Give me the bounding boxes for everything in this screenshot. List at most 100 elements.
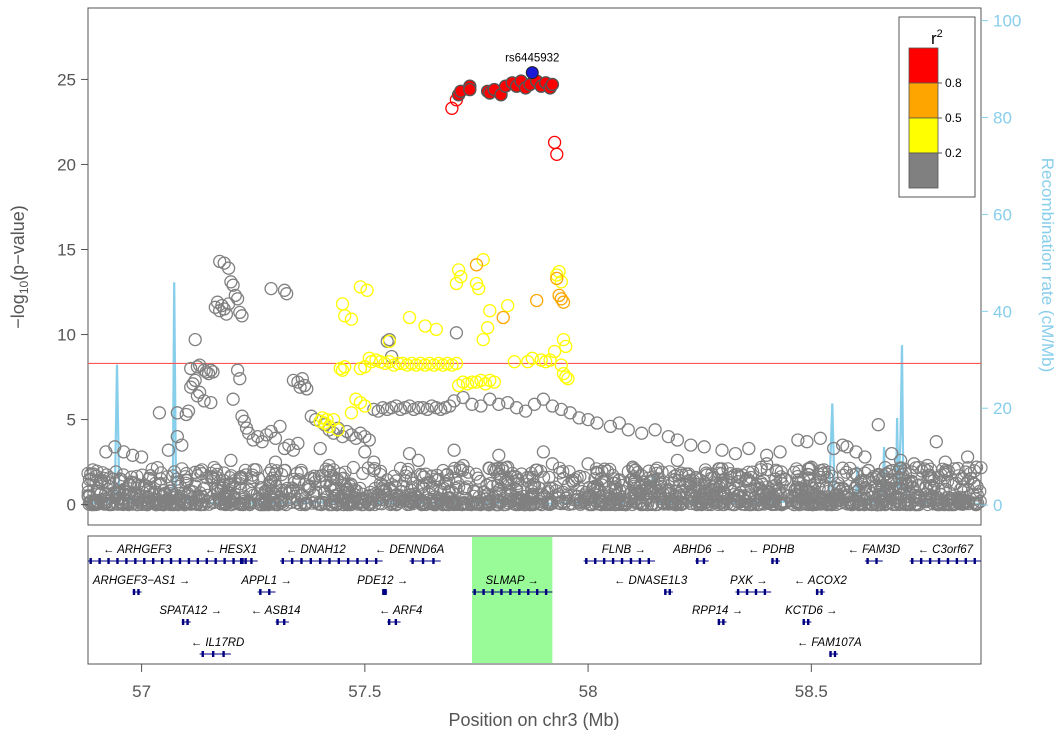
snp-point-background — [359, 493, 373, 507]
snp-point-background — [883, 496, 898, 510]
snp-point — [492, 448, 506, 462]
snp-point — [554, 292, 568, 306]
snp-point — [190, 389, 205, 403]
gene-exon — [602, 558, 606, 564]
x-tick-label: 57.5 — [348, 682, 381, 701]
x-axis-label: Position on chr3 (Mb) — [448, 710, 619, 730]
snp-point — [509, 401, 524, 415]
snp-point-background — [693, 481, 707, 495]
snp-point — [297, 378, 312, 393]
snp-point — [445, 101, 459, 115]
gene-exon — [318, 558, 322, 564]
snp-point — [429, 322, 443, 337]
snp-point-background — [503, 492, 517, 506]
gene-exon — [281, 558, 284, 564]
snp-point — [715, 462, 729, 476]
snp-point-background — [731, 475, 745, 489]
snp-point-background — [258, 484, 272, 498]
snp-point-background — [550, 491, 564, 505]
gene-exon — [116, 558, 119, 564]
snp-point-background — [817, 463, 831, 477]
snp-point — [170, 406, 184, 420]
snp-point — [449, 276, 464, 291]
snp-point-background — [251, 471, 266, 485]
snp-point — [501, 298, 515, 313]
snp-point-background — [670, 468, 684, 482]
snp-point — [251, 429, 265, 444]
snp-point — [90, 484, 104, 498]
snp-point — [545, 77, 560, 92]
snp-point-background — [452, 480, 466, 494]
snp-point-background — [642, 464, 656, 478]
snp-point-background — [642, 493, 656, 508]
snp-point — [465, 375, 479, 389]
snp-point — [112, 474, 126, 488]
snp-point-background — [760, 494, 774, 508]
snp-point-background — [787, 465, 801, 479]
snp-point-background — [362, 497, 376, 512]
snp-point — [125, 448, 140, 462]
snp-point-background — [237, 490, 252, 504]
snp-point — [246, 433, 260, 447]
gene-exon — [535, 589, 539, 595]
legend-swatch — [908, 117, 939, 154]
gene-exon — [201, 651, 204, 657]
snp-point-background — [347, 491, 361, 505]
snp-point-background — [649, 463, 663, 477]
gene-exon — [875, 558, 878, 564]
snp-point-background — [619, 498, 633, 512]
gene-exon — [283, 619, 286, 625]
snp-point — [402, 399, 417, 413]
gene-exon — [394, 619, 398, 625]
snp-point-background — [140, 497, 154, 512]
snp-point — [206, 365, 220, 379]
snp-point-background — [841, 488, 856, 502]
snp-point — [791, 433, 805, 447]
gene-exon — [214, 558, 217, 564]
legend-tick-label: 0.2 — [945, 146, 962, 160]
snp-point-background — [449, 481, 463, 495]
snp-point-background — [742, 488, 757, 502]
snp-point-background — [836, 461, 850, 475]
snp-point-background — [481, 498, 495, 512]
snp-point-background — [193, 486, 207, 500]
legend-tick-label: 0.5 — [945, 111, 962, 125]
snp-point — [362, 433, 376, 447]
y2-tick-label: 100 — [993, 12, 1021, 31]
snp-point — [353, 426, 368, 440]
snp-point-background — [524, 490, 539, 504]
snp-point — [340, 424, 354, 439]
gene-exon — [611, 558, 615, 564]
snp-point — [661, 429, 676, 444]
gene-exon — [955, 558, 959, 564]
legend-title: r2 — [931, 28, 943, 48]
snp-point-background — [838, 490, 853, 504]
snp-point — [858, 450, 872, 464]
snp-point — [326, 426, 341, 440]
snp-point-background — [662, 465, 677, 479]
snp-point-background — [974, 461, 988, 475]
gene-exon — [722, 619, 725, 625]
snp-point-background — [690, 489, 704, 503]
snp-point-background — [274, 484, 288, 498]
snp-point-background — [707, 488, 721, 503]
gene-exon — [186, 619, 189, 625]
snp-point-background — [177, 497, 191, 511]
snp-point-background — [308, 495, 322, 509]
snp-point-background — [524, 479, 538, 493]
snp-point — [463, 82, 477, 97]
snp-point-background — [351, 497, 365, 511]
snp-point-background — [551, 496, 565, 510]
snp-point — [226, 278, 240, 292]
snp-point — [322, 458, 336, 473]
gene-exon — [763, 589, 767, 595]
gene-label: PXK → — [730, 575, 768, 587]
snp-point-background — [461, 465, 475, 479]
snp-point-background — [503, 483, 517, 497]
snp-point — [242, 426, 256, 440]
gene-exon — [160, 558, 164, 564]
snp-point-background — [884, 472, 898, 486]
gene-exon — [290, 558, 294, 564]
snp-point-background — [882, 481, 897, 495]
snp-point — [813, 470, 827, 485]
